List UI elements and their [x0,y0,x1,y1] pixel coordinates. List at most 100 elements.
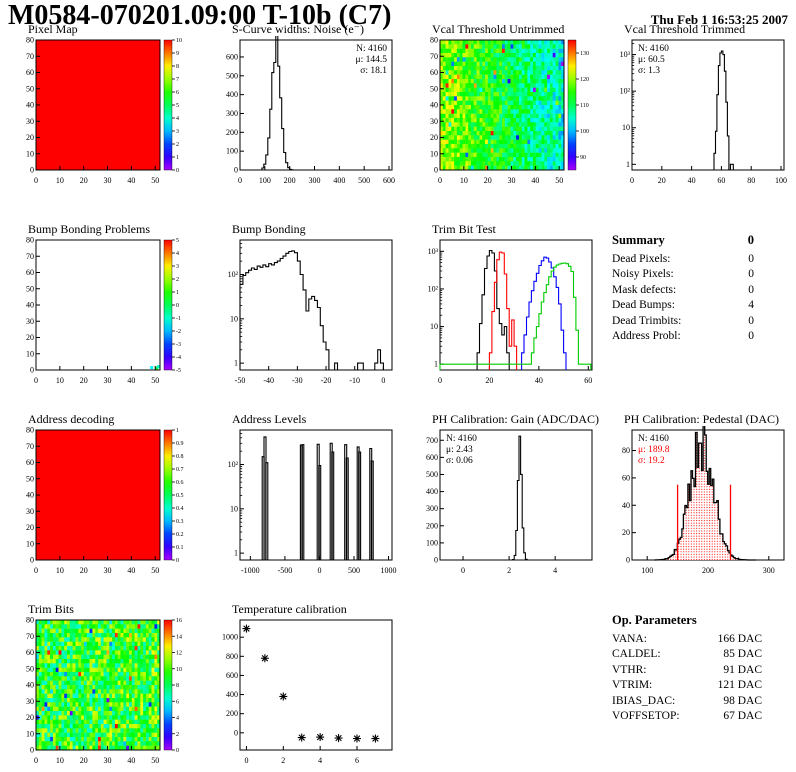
svg-text:40: 40 [535,376,543,385]
svg-text:0: 0 [34,566,38,575]
summary-row: Address Probl: 0 [612,329,754,345]
svg-text:10: 10 [430,149,438,158]
svg-text:σ: 1.3: σ: 1.3 [638,66,660,76]
svg-text:0: 0 [176,748,179,754]
svg-text:0: 0 [238,176,242,185]
svg-text:30: 30 [26,117,34,126]
svg-text:40: 40 [622,501,630,510]
op-row: CALDEL: 85 DAC [612,647,762,663]
svg-text:80: 80 [430,36,438,45]
chart-ph-gain: PH Calibration: Gain (ADC/DAC) 0 2 4 0 100 20… [410,412,606,582]
svg-text:130: 130 [580,51,589,57]
op-value: 166 DAC [717,632,762,645]
chart-title: Trim Bits [28,602,74,616]
svg-text:70: 70 [26,632,34,641]
summary-value: 0 [748,268,754,281]
svg-text:5: 5 [176,103,179,109]
svg-text:60: 60 [584,376,592,385]
chart-title: PH Calibration: Gain (ADC/DAC) [432,412,599,426]
chart-title: Bump Bonding Problems [28,222,151,236]
svg-text:50: 50 [26,284,34,293]
svg-text:40: 40 [26,101,34,110]
svg-text:20: 20 [80,376,88,385]
summary-label: Dead Pixels: [612,252,671,265]
chart-title: Address decoding [28,412,115,426]
svg-text:0: 0 [30,746,34,755]
svg-text:600: 600 [226,52,238,61]
svg-text:0.7: 0.7 [176,467,184,473]
svg-text:50: 50 [26,84,34,93]
svg-text:1000: 1000 [381,566,397,575]
svg-text:40: 40 [26,681,34,690]
op-row: VTHR: 91 DAC [612,663,762,679]
svg-text:10: 10 [230,504,238,513]
svg-text:8: 8 [176,683,179,689]
svg-text:0: 0 [34,376,38,385]
svg-text:1: 1 [234,549,238,558]
svg-text:100: 100 [259,176,271,185]
svg-text:600: 600 [426,453,438,462]
svg-text:80: 80 [26,426,34,435]
svg-text:1000: 1000 [222,633,238,642]
svg-text:20: 20 [622,528,630,537]
svg-text:30: 30 [26,697,34,706]
summary-label: Dead Trimbits: [612,314,682,327]
chart-address-decoding: Address decoding 0 10 20 30 40 50 0 10 20 30 40 50 6… [6,412,202,582]
summary-value: 0 [748,252,754,265]
svg-text:120: 120 [580,77,589,83]
svg-text:0: 0 [34,756,38,765]
svg-text:70: 70 [26,252,34,261]
address-levels-canvas: -1000 -500 0 500 1000 1 10 10² [228,429,397,575]
svg-text:50: 50 [430,84,438,93]
svg-text:200: 200 [226,128,238,137]
svg-text:20: 20 [430,133,438,142]
svg-text:0.9: 0.9 [176,441,184,447]
chart-title: Address Levels [232,412,307,426]
svg-text:4: 4 [176,116,179,122]
svg-text:40: 40 [26,491,34,500]
summary-total: 0 [747,233,754,247]
svg-text:4: 4 [318,756,322,765]
summary-row: Dead Trimbits: 0 [612,314,754,330]
svg-text:40: 40 [127,376,135,385]
svg-text:20: 20 [485,376,493,385]
svg-text:80: 80 [747,176,755,185]
svg-text:σ: 18.1: σ: 18.1 [360,66,387,76]
svg-text:50: 50 [151,376,159,385]
svg-text:0.3: 0.3 [176,519,184,525]
timestamp: Thu Feb 1 16:53:25 2007 [650,12,788,27]
svg-text:μ: 189.8: μ: 189.8 [638,445,670,455]
summary-value: 4 [748,299,754,312]
page-title: M0584-070201.09:00 T-10b (C7) [8,0,392,31]
svg-text:60: 60 [26,268,34,277]
svg-text:0: 0 [630,176,634,185]
chart-title: Pixel Map [28,22,78,36]
op-value: 67 DAC [723,710,762,723]
vcal-untrimmed-canvas: 0 10 20 30 40 50 0 10 20 30 40 50 60 70 80 130 120 110 100… [430,36,589,185]
svg-text:6: 6 [355,756,359,765]
chart-bump-problems: Bump Bonding Problems 0 10 20 30 40 50 0 10 20 30… [6,222,202,392]
svg-text:300: 300 [426,504,438,513]
svg-text:1: 1 [176,155,179,161]
svg-text:14: 14 [176,634,182,640]
svg-text:0: 0 [438,176,442,185]
chart-trim-bits: Trim Bits 0 10 20 30 40 50 0 10 20 30 40 50 60 70 80 16… [6,602,202,772]
svg-text:1: 1 [234,359,238,368]
svg-text:400: 400 [426,487,438,496]
address-decoding-canvas: 0 10 20 30 40 50 0 10 20 30 40 50 60 70 80 1 0.9 0.8 0.7 0.… [26,426,184,575]
svg-text:0.1: 0.1 [176,545,184,551]
svg-text:0: 0 [234,728,238,737]
svg-text:0.5: 0.5 [176,493,184,499]
svg-text:400: 400 [226,90,238,99]
svg-text:100: 100 [580,129,589,135]
svg-text:12: 12 [176,651,182,657]
svg-text:10: 10 [26,349,34,358]
svg-text:-3: -3 [176,342,181,348]
svg-text:10: 10 [56,566,64,575]
svg-text:0: 0 [30,166,34,175]
svg-text:500: 500 [358,176,370,185]
svg-text:2: 2 [176,277,179,283]
